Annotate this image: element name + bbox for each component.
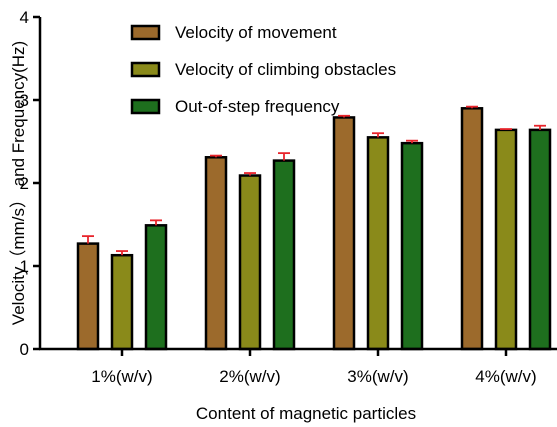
bar-3-3 [400,141,424,351]
legend-label-2: Velocity of climbing obstacles [175,60,396,79]
bar-1-2 [204,156,228,351]
bar-3-2 [272,159,296,351]
y-tick-label-2: 2 [20,174,29,193]
bar-1-1 [76,242,100,351]
x-tick-label-4: 4%(w/v) [475,367,536,386]
bar-1-3 [332,116,356,351]
legend-swatch-1 [130,24,161,41]
error-bars-layer [82,105,546,256]
x-tick-label-2: 2%(w/v) [219,367,280,386]
y-tick-label-1: 1 [20,257,29,276]
bar-2-2 [238,174,262,351]
bars-layer [76,107,552,351]
bar-2-4 [494,128,518,351]
bar-2-3 [366,136,390,351]
x-axis-title: Content of magnetic particles [196,404,416,423]
legend-swatch-3 [130,98,161,115]
bar-2-1 [110,253,134,351]
bar-1-4 [460,107,484,351]
x-tick-label-1: 1%(w/v) [91,367,152,386]
bar-3-4 [528,128,552,351]
y-axis-title: Velocity（mm/s） and Frequency(Hz) [9,41,28,325]
y-tick-label-4: 4 [20,8,29,27]
bar-3-1 [144,224,168,351]
legend-label-3: Out-of-step frequency [175,97,340,116]
legend-label-1: Velocity of movement [175,23,337,42]
y-tick-label-0: 0 [20,340,29,359]
legend: Velocity of movement Velocity of climbing… [130,23,396,116]
y-tick-label-3: 3 [20,91,29,110]
legend-swatch-2 [130,61,161,78]
ticks-layer: 1%(w/v) 2%(w/v) 3%(w/v) 4%(w/v) 0 1 2 3 4 [20,8,537,386]
x-tick-label-3: 3%(w/v) [347,367,408,386]
